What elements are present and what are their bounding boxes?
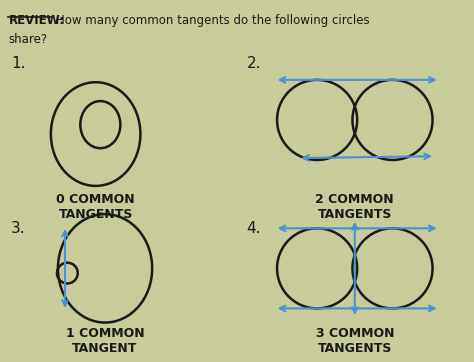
Text: 2 COMMON
TANGENTS: 2 COMMON TANGENTS xyxy=(316,193,394,221)
Text: 1.: 1. xyxy=(11,56,25,71)
Text: 2.: 2. xyxy=(246,56,261,71)
Text: REVIEW:: REVIEW: xyxy=(9,14,64,27)
Text: 0 COMMON
TANGENTS: 0 COMMON TANGENTS xyxy=(56,193,135,221)
Text: 4.: 4. xyxy=(246,221,261,236)
Text: 3.: 3. xyxy=(11,221,26,236)
Text: 3 COMMON
TANGENTS: 3 COMMON TANGENTS xyxy=(316,327,394,355)
Text: share?: share? xyxy=(9,33,47,46)
Text: How many common tangents do the following circles: How many common tangents do the followin… xyxy=(55,14,369,27)
Text: 1 COMMON
TANGENT: 1 COMMON TANGENT xyxy=(66,327,145,355)
